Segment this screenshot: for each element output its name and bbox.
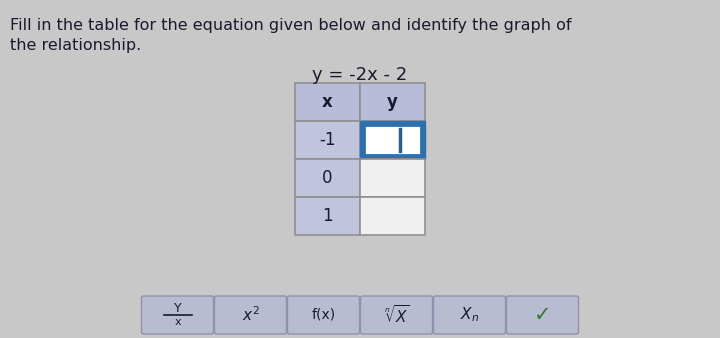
Text: $X_n$: $X_n$ xyxy=(460,306,479,324)
Text: f(x): f(x) xyxy=(312,308,336,322)
Text: ✓: ✓ xyxy=(534,305,552,325)
Text: x: x xyxy=(322,93,333,111)
Bar xyxy=(295,197,360,235)
FancyBboxPatch shape xyxy=(287,296,359,334)
Bar xyxy=(360,121,425,159)
FancyBboxPatch shape xyxy=(506,296,578,334)
Bar xyxy=(295,83,360,121)
Text: -1: -1 xyxy=(319,131,336,149)
Bar xyxy=(295,121,360,159)
FancyBboxPatch shape xyxy=(433,296,505,334)
Text: the relationship.: the relationship. xyxy=(10,38,141,53)
Bar xyxy=(360,197,425,235)
FancyBboxPatch shape xyxy=(142,296,214,334)
Bar xyxy=(360,83,425,121)
Text: $\sqrt[n]{X}$: $\sqrt[n]{X}$ xyxy=(384,304,410,326)
Text: $x^2$: $x^2$ xyxy=(242,306,259,324)
Text: 1: 1 xyxy=(322,207,333,225)
Text: Fill in the table for the equation given below and identify the graph of: Fill in the table for the equation given… xyxy=(10,18,572,33)
FancyBboxPatch shape xyxy=(215,296,287,334)
Text: Y: Y xyxy=(174,303,181,315)
Text: y = -2x - 2: y = -2x - 2 xyxy=(312,66,408,84)
Text: y: y xyxy=(387,93,398,111)
Text: x: x xyxy=(174,317,181,327)
Bar xyxy=(364,125,421,155)
FancyBboxPatch shape xyxy=(361,296,433,334)
Bar xyxy=(295,159,360,197)
Bar xyxy=(360,159,425,197)
Text: 0: 0 xyxy=(323,169,333,187)
